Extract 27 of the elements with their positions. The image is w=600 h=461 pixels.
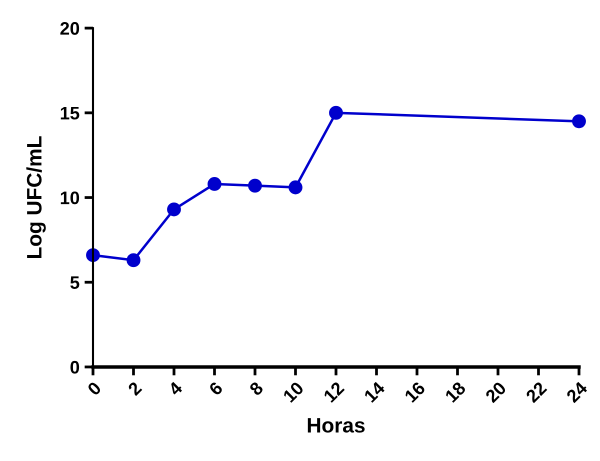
x-tick-label: 6 (208, 380, 224, 396)
x-tick-label: 10 (282, 381, 304, 403)
x-tick-label: 14 (364, 380, 386, 403)
x-tick-label: 8 (248, 380, 264, 396)
point (329, 106, 343, 120)
x-tick-label: 2 (127, 381, 142, 396)
point (248, 178, 262, 193)
x-tick-label: 22 (525, 381, 548, 404)
x-tick-label: 18 (444, 380, 466, 403)
point (167, 202, 181, 216)
x-tick-label: 12 (322, 381, 345, 403)
y-axis-title: Log UFC/mL (26, 136, 46, 258)
y-tick-label: 20 (60, 22, 80, 35)
y-tick-label: 0 (70, 360, 80, 374)
x-axis-title: Horas (308, 418, 365, 433)
x-tick-label: 4 (168, 380, 184, 396)
point (126, 253, 140, 268)
x-tick-label: 20 (484, 381, 507, 404)
y-tick-label: 5 (70, 276, 80, 289)
x-tick-label: 0 (86, 381, 102, 396)
y-tick-label: 15 (60, 106, 80, 120)
point (208, 177, 222, 191)
x-tick-label: 24 (566, 380, 588, 404)
point (288, 180, 302, 194)
point (572, 114, 586, 128)
y-tick-label: 10 (60, 191, 80, 204)
x-tick-label: 16 (404, 380, 426, 403)
